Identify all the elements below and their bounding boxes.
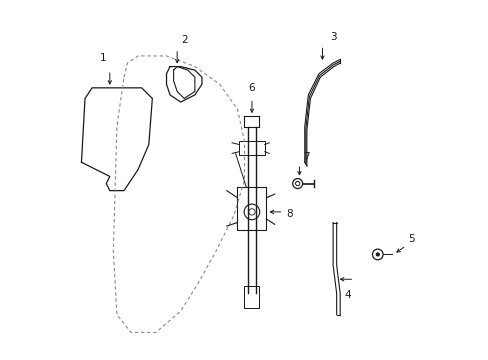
Circle shape: [376, 253, 378, 256]
Text: 2: 2: [181, 35, 187, 45]
Text: 3: 3: [329, 32, 336, 42]
Bar: [244, 286, 259, 307]
Bar: [239, 141, 264, 155]
Text: 7: 7: [303, 152, 309, 162]
Bar: [237, 187, 266, 230]
Text: 4: 4: [343, 290, 350, 300]
Text: 5: 5: [408, 234, 414, 244]
Text: 8: 8: [286, 209, 292, 219]
Text: 1: 1: [99, 53, 106, 63]
Text: 6: 6: [248, 83, 255, 93]
